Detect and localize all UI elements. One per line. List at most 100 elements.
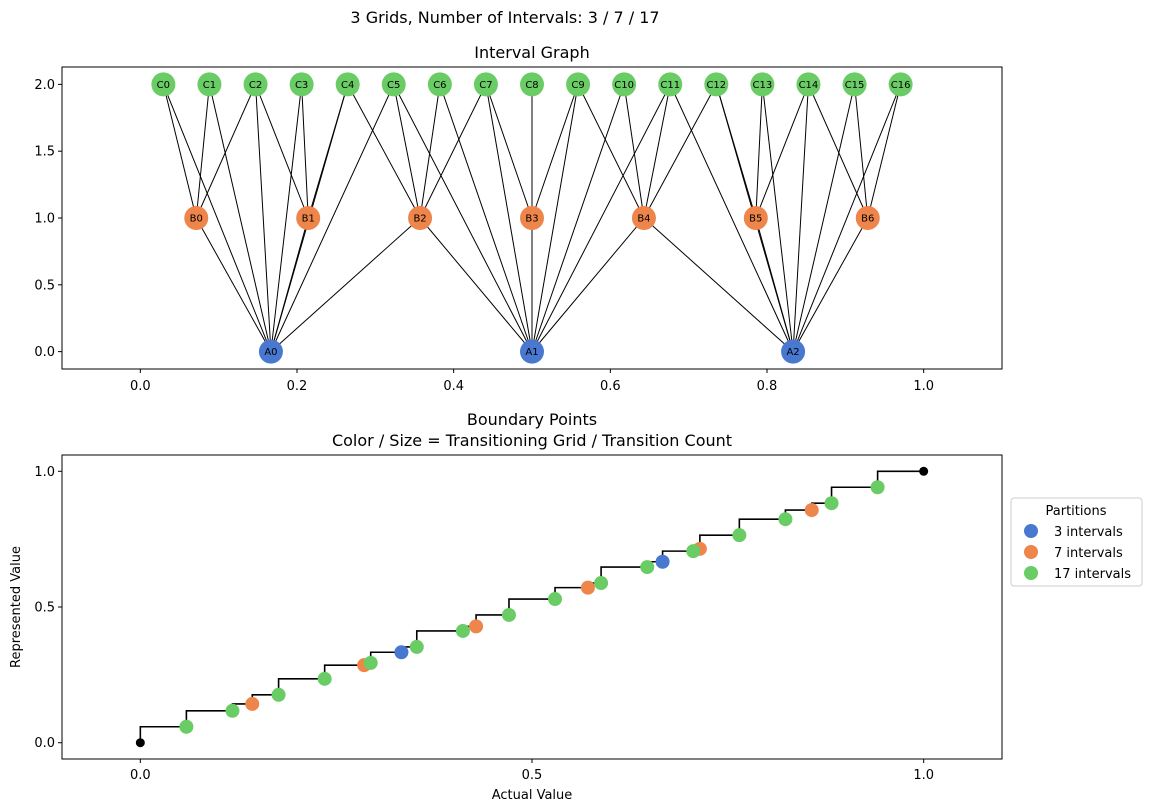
point-17-intervals	[455, 623, 470, 638]
point-3-intervals	[394, 645, 409, 660]
node-C16	[888, 72, 913, 97]
node-C11	[658, 72, 683, 97]
edge-A1-B4	[531, 217, 645, 352]
x-tick-label: 0.5	[522, 768, 543, 783]
x-tick-label: 0.8	[757, 379, 778, 394]
edge-B5-C12	[715, 84, 757, 219]
point-17-intervals	[824, 496, 839, 511]
node-label-A2: A2	[786, 347, 799, 358]
edge-A2-B4	[643, 217, 794, 353]
edge-B2-C5	[393, 84, 421, 219]
edge-A1-C6	[439, 84, 533, 352]
edge-A2-B6	[792, 217, 869, 352]
node-C3	[289, 72, 314, 97]
edge-A1-C5	[393, 84, 533, 352]
node-label-C5: C5	[387, 80, 400, 91]
edge-A1-C11	[531, 84, 671, 352]
point-17-intervals	[409, 639, 424, 654]
point-17-intervals	[732, 528, 747, 543]
edge-B2-C6	[419, 84, 441, 219]
legend-marker-17-intervals	[1024, 566, 1038, 580]
legend-marker-3-intervals	[1024, 524, 1038, 538]
x-tick-label: 1.0	[913, 768, 934, 783]
node-label-B1: B1	[302, 214, 315, 225]
node-B2	[408, 206, 433, 230]
edge-A0-C0	[162, 84, 272, 352]
node-label-C1: C1	[203, 80, 216, 91]
node-label-A0: A0	[264, 347, 277, 358]
y-tick-label: 0.5	[34, 601, 55, 616]
node-label-B5: B5	[749, 214, 762, 225]
node-label-C2: C2	[249, 80, 262, 91]
node-label-C12: C12	[706, 80, 726, 91]
interval-graph-y-ticks: 0.0 0.5 1.0 1.5 2.0	[34, 78, 62, 360]
edge-B1-C2	[255, 84, 309, 219]
x-tick-label: 0.0	[130, 379, 151, 394]
node-C15	[842, 72, 867, 97]
point-17-intervals	[317, 671, 332, 686]
boundary-points-x-ticks: 0.0 0.5 1.0	[130, 759, 934, 783]
edge-B3-C7	[485, 84, 533, 219]
node-C9	[566, 72, 591, 97]
point-17-intervals	[271, 687, 286, 702]
point-7-intervals	[245, 696, 260, 711]
edge-A0-B0	[195, 217, 272, 352]
edge-B4-C11	[643, 84, 671, 219]
point-17-intervals	[686, 544, 701, 559]
node-C1	[197, 72, 222, 97]
point-7-intervals	[804, 503, 819, 518]
y-tick-label: 1.0	[34, 465, 55, 480]
node-C10	[612, 72, 637, 97]
legend-label-7-intervals: 7 intervals	[1054, 546, 1123, 561]
edge-B0-C1	[195, 84, 210, 219]
node-C4	[335, 72, 360, 97]
figure-suptitle: 3 Grids, Number of Intervals: 3 / 7 / 17	[350, 8, 659, 27]
edge-A2-C16	[792, 84, 902, 352]
node-label-C16: C16	[891, 80, 911, 91]
boundary-points-ylabel: Represented Value	[9, 546, 24, 668]
legend-box	[1010, 497, 1143, 587]
edge-A0-C3	[270, 84, 303, 352]
node-C5	[381, 72, 406, 97]
node-label-C11: C11	[660, 80, 680, 91]
edge-B4-C10	[623, 84, 645, 219]
edge-A0-C1	[208, 84, 272, 352]
y-tick-label: 0.0	[34, 736, 55, 751]
edge-A2-C15	[792, 84, 856, 352]
node-label-B3: B3	[525, 214, 538, 225]
edge-A0-C2	[255, 84, 272, 352]
endpoint-marker	[135, 738, 145, 748]
point-17-intervals	[501, 607, 516, 622]
endpoint-marker	[919, 466, 929, 476]
x-tick-label: 0.6	[600, 379, 621, 394]
node-label-C6: C6	[433, 80, 446, 91]
node-C0	[151, 72, 176, 97]
point-17-intervals	[548, 592, 563, 607]
node-label-C9: C9	[571, 80, 584, 91]
node-label-C0: C0	[157, 80, 170, 91]
legend-label-17-intervals: 17 intervals	[1054, 567, 1131, 582]
edge-A1-B2	[419, 217, 533, 352]
node-label-B6: B6	[861, 214, 874, 225]
point-3-intervals	[655, 554, 670, 569]
edge-B6-C14	[807, 84, 869, 219]
edge-A1-C9	[531, 84, 579, 352]
x-tick-label: 1.0	[913, 379, 934, 394]
legend-marker-7-intervals	[1024, 545, 1038, 559]
boundary-points-title-line2: Color / Size = Transitioning Grid / Tran…	[332, 431, 732, 450]
edge-A0-B2	[270, 217, 421, 353]
edge-B3-C9	[531, 84, 579, 219]
boundary-points	[135, 466, 929, 748]
y-tick-label: 0.0	[34, 345, 55, 360]
node-C6	[427, 72, 452, 97]
edge-A2-C13	[761, 84, 794, 352]
y-tick-label: 2.0	[34, 78, 55, 93]
node-label-C3: C3	[295, 80, 308, 91]
edge-A1-C10	[531, 84, 625, 352]
edge-B2-C4	[347, 84, 421, 219]
edge-A2-C14	[792, 84, 809, 352]
edge-A0-C5	[270, 84, 395, 352]
edge-B6-C16	[867, 84, 902, 219]
edge-B4-C9	[577, 84, 645, 219]
